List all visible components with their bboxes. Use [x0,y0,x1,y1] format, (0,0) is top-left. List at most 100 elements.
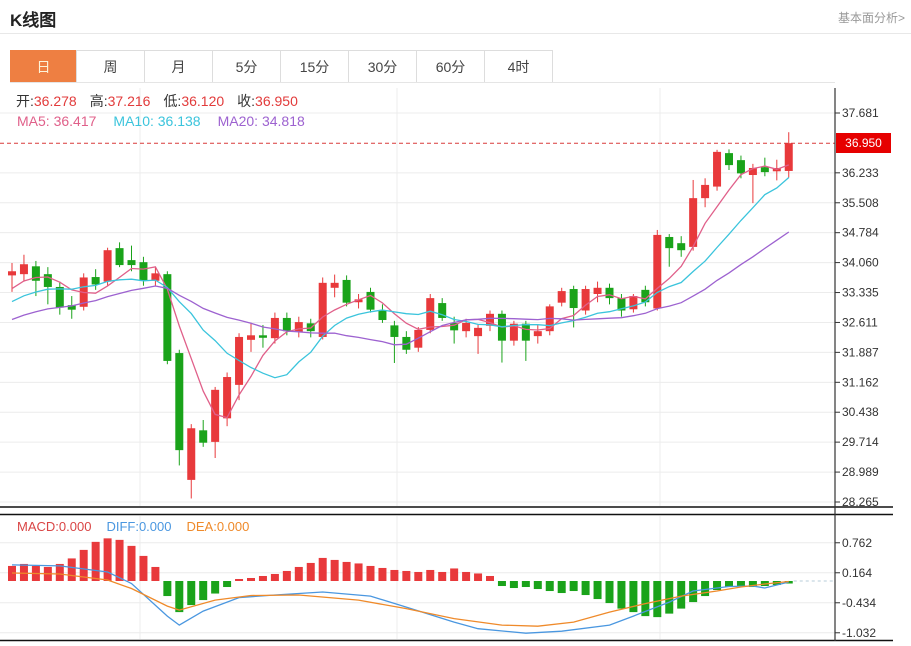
candle-body [677,243,686,251]
tab-month[interactable]: 月 [144,50,213,83]
candle-body [342,279,351,303]
macd-bar [163,581,172,597]
macd-bar [426,569,435,581]
dea-label: DEA: [186,519,217,534]
candles[interactable] [8,132,793,499]
macd-bar [258,575,267,581]
tab-15min[interactable]: 15分 [280,50,349,83]
candle-body [151,273,160,281]
macd-bar [223,581,232,588]
candle-body [641,289,650,303]
candle-body [689,198,698,247]
candle-body [175,353,184,451]
tabbar-bottom-border [10,82,835,83]
macd-bar [175,581,184,613]
dea-line [11,572,789,627]
macd-bar [294,566,303,581]
y-axis-label: 28.265 [842,495,879,509]
open-value: 36.278 [33,93,77,109]
macd-bar [211,581,220,594]
macd-bar [701,581,710,597]
ohlc-readout: 开:36.278 高:37.216 低:36.120 收:36.950 [16,91,298,111]
candle-body [736,160,745,174]
macd-bar [151,566,160,581]
macd-bar [450,568,459,581]
candle-body [486,313,494,326]
candle-body [569,289,578,309]
candle-body [581,289,590,311]
macd-bar [127,545,136,581]
macd-bar [725,581,733,588]
ma10-label: MA10: [113,113,154,129]
candle-body [43,274,52,287]
macd-bar [103,538,112,581]
candle-body [605,287,614,299]
y-axis-label: 33.335 [842,286,879,300]
tab-week[interactable]: 周 [76,50,145,83]
macd-bar [569,581,578,592]
macd-bar [67,558,76,581]
candle-body [103,250,112,282]
macd-bar [235,578,244,581]
macd-bar [617,581,626,609]
candle-body [748,167,757,176]
tab-day[interactable]: 日 [10,50,77,83]
macd-bar [199,581,208,601]
candle-body [55,286,64,308]
tab-60min[interactable]: 60分 [416,50,485,83]
tab-5min[interactable]: 5分 [212,50,281,83]
macd-bar [354,563,363,581]
ma10-value: 36.138 [157,113,201,129]
macd-bar [641,581,650,617]
candle-body [139,262,148,281]
macd-bar [533,581,542,590]
candle-body [665,236,674,249]
dea-value: 0.000 [216,519,250,534]
macd-bar [748,581,757,588]
candle-body [509,323,518,341]
ma5-line [11,164,790,419]
candle-body [521,323,530,341]
fundamental-analysis-link[interactable]: 基本面分析> [837,11,905,25]
candle-body [247,335,255,340]
candle-body [713,151,722,187]
macd-bar [139,555,148,581]
candle-body [318,282,327,337]
diff-line [11,564,789,634]
y-axis-label: 37.681 [842,106,879,120]
macd-bar [677,581,686,609]
macd-value: 0.000 [58,519,92,534]
tab-4hour[interactable]: 4时 [484,50,553,83]
period-tabs: 日 周 月 5分 15分 30分 60分 4时 [10,50,553,83]
diff-label: DIFF: [106,519,139,534]
candle-body [474,327,483,337]
candle-body [617,298,626,311]
y-axis-label: 36.233 [842,166,879,180]
macd-bar [474,573,483,581]
candle-body [199,430,208,443]
macd-bar [19,563,28,581]
macd-bar [414,571,423,581]
candle-body [330,282,339,288]
candle-body [282,317,291,332]
tab-30min[interactable]: 30分 [348,50,417,83]
y-axis-label: -0.434 [842,596,876,610]
candle-body [378,310,387,321]
macd-bar [509,581,518,589]
macd-label: MACD: [17,519,59,534]
low-label: 低: [163,93,182,109]
macd-histogram[interactable] [8,538,793,618]
macd-bar [665,581,674,614]
candle-body [438,303,447,318]
candle-body [653,234,662,309]
y-axis-label: 0.762 [842,536,872,550]
macd-bar [605,581,614,604]
candle-body [163,274,172,361]
ma10-line [11,177,790,379]
close-label: 收: [237,93,256,109]
candle-body [760,167,769,173]
ma5-value: 36.417 [53,113,97,129]
candle-body [629,296,638,310]
candle-body [19,264,28,275]
